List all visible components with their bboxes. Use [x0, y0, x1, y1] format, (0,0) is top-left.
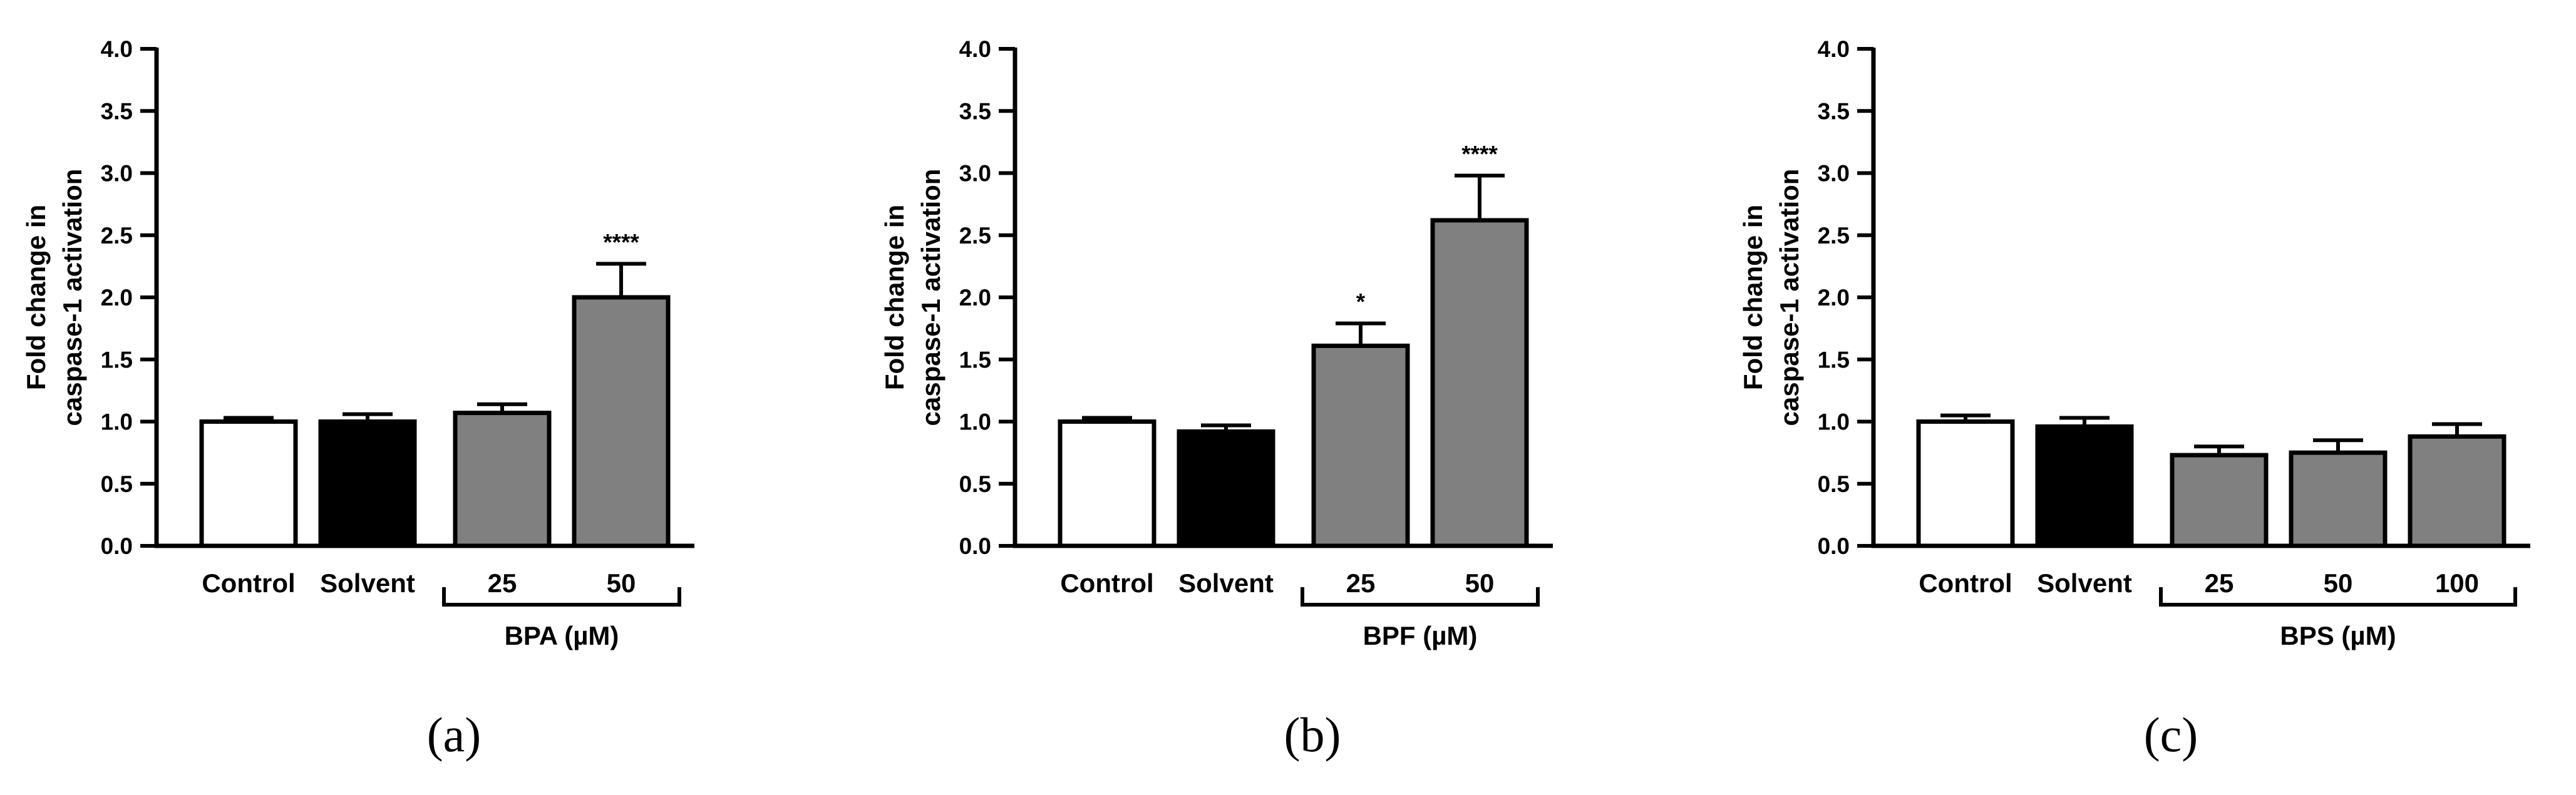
- category-label: Control: [1919, 568, 2012, 598]
- category-label: 50: [2324, 568, 2353, 598]
- category-label: Solvent: [2037, 568, 2132, 598]
- y-tick-label: 2.0: [101, 285, 133, 310]
- group-bracket: [2159, 587, 2517, 607]
- bar: [1058, 419, 1157, 548]
- y-axis-label: Fold change in caspase-1 activation: [880, 169, 945, 426]
- bar: [1311, 343, 1410, 548]
- group-label: BPS (µM): [2280, 621, 2396, 650]
- y-tick-label: 2.5: [101, 223, 133, 249]
- y-axis-label: Fold change in caspase-1 activation: [1738, 169, 1804, 426]
- y-tick-label: 0.5: [959, 471, 991, 497]
- panel-label: (b): [1284, 707, 1341, 762]
- panel-c: 0.0 0.5 1.0 1.5 2.0 2.5 3.0 3.5 4.0 Fold change i…: [1717, 0, 2575, 795]
- bar: [1430, 218, 1529, 548]
- bar: [199, 419, 298, 548]
- bar: [453, 411, 552, 548]
- y-tick-label: 2.0: [959, 285, 991, 310]
- y-tick-label: 1.0: [1818, 409, 1850, 435]
- y-tick-label: 4.0: [1818, 36, 1850, 62]
- category-label: 25: [2205, 568, 2234, 598]
- y-tick-label: 3.0: [959, 161, 991, 187]
- y-tick-label: 2.5: [1818, 223, 1850, 249]
- bar: [2289, 450, 2388, 548]
- panel-a: 0.0 0.5 1.0 1.5 2.0 2.5 3.0 3.5 4.0 Fold change i…: [0, 0, 858, 795]
- y-tick-label: 0.0: [1818, 533, 1850, 559]
- y-tick-label: 1.0: [959, 409, 991, 435]
- y-tick-label: 4.0: [101, 36, 133, 62]
- chart-c: 0.0 0.5 1.0 1.5 2.0 2.5 3.0 3.5 4.0 Fold change i…: [1738, 36, 2530, 762]
- y-tick-label: 1.5: [1818, 347, 1850, 372]
- y-tick-label: 3.0: [1818, 161, 1850, 187]
- category-label: 25: [488, 568, 517, 598]
- y-tick-label: 4.0: [959, 36, 991, 62]
- panel-b: 0.0 0.5 1.0 1.5 2.0 2.5 3.0 3.5 4.0 Fold change i…: [858, 0, 1717, 795]
- group-label: BPF (µM): [1363, 621, 1478, 650]
- y-tick-label: 3.5: [1818, 98, 1850, 124]
- chart-b: 0.0 0.5 1.0 1.5 2.0 2.5 3.0 3.5 4.0 Fold change i…: [880, 36, 1553, 762]
- y-tick-label: 2.0: [1818, 285, 1850, 310]
- bar: [572, 295, 671, 548]
- bar: [2408, 434, 2506, 548]
- panel-label: (c): [2144, 707, 2198, 762]
- y-tick-label: 1.5: [101, 347, 133, 372]
- category-label: Solvent: [1178, 568, 1274, 598]
- y-tick-label: 0.5: [101, 471, 133, 497]
- category-label: Solvent: [320, 568, 415, 598]
- panel-label: (a): [427, 707, 482, 762]
- y-tick-label: 0.0: [959, 533, 991, 559]
- category-label: 100: [2435, 568, 2479, 598]
- bar: [2170, 453, 2269, 548]
- y-tick-label: 0.0: [101, 533, 133, 559]
- category-label: Control: [202, 568, 295, 598]
- y-tick-label: 1.5: [959, 347, 991, 372]
- group-bracket: [442, 587, 681, 607]
- y-tick-label: 3.0: [101, 161, 133, 187]
- group-label: BPA (µM): [505, 621, 619, 650]
- y-tick-label: 3.5: [959, 98, 991, 124]
- bar: [1916, 419, 2015, 548]
- group-bracket: [1301, 587, 1540, 607]
- y-tick-label: 3.5: [101, 98, 133, 124]
- significance-marker: ****: [603, 229, 639, 255]
- y-axis-label: Fold change in caspase-1 activation: [21, 169, 87, 426]
- y-tick-label: 2.5: [959, 223, 991, 249]
- y-tick-label: 1.0: [101, 409, 133, 435]
- category-label: 25: [1346, 568, 1376, 598]
- significance-marker: ****: [1461, 141, 1498, 167]
- significance-marker: *: [1356, 289, 1366, 315]
- category-label: 50: [1465, 568, 1495, 598]
- bar: [1177, 429, 1275, 548]
- chart-a: 0.0 0.5 1.0 1.5 2.0 2.5 3.0 3.5 4.0 Fold change i…: [21, 36, 694, 762]
- category-label: Control: [1060, 568, 1153, 598]
- category-label: 50: [607, 568, 636, 598]
- bar: [318, 419, 417, 548]
- bar: [2035, 424, 2134, 548]
- y-tick-label: 0.5: [1818, 471, 1850, 497]
